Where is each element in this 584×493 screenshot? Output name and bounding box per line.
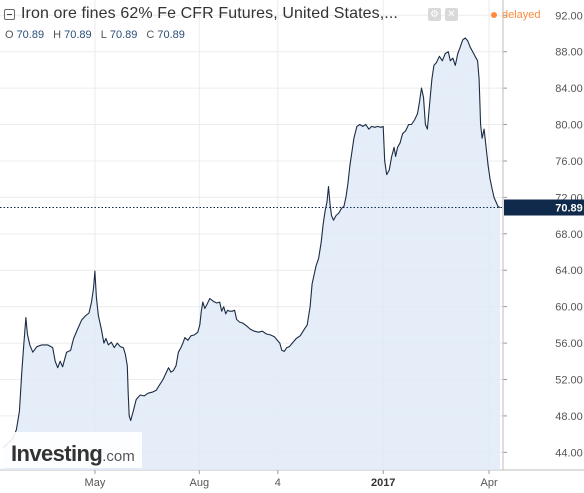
low-key: L xyxy=(100,29,107,41)
delayed-indicator: delayed xyxy=(491,9,541,21)
current-price-tag xyxy=(504,199,584,216)
close-value: 70.89 xyxy=(157,29,185,41)
collapse-button[interactable] xyxy=(4,8,15,20)
x-tick-label: May xyxy=(85,477,106,489)
y-tick-label: 80.00 xyxy=(555,120,583,132)
x-tick-label: 4 xyxy=(275,477,281,489)
settings-icon[interactable]: ⚙ xyxy=(428,8,441,21)
low-value: 70.89 xyxy=(109,29,138,41)
x-tick-label: Aug xyxy=(190,477,210,489)
investing-logo[interactable]: Investing .com xyxy=(11,441,135,467)
open-key: O xyxy=(5,29,14,41)
y-tick-label: 76.00 xyxy=(555,156,583,168)
header-icons: ⚙ ✕ xyxy=(428,8,458,21)
logo-backdrop xyxy=(0,432,142,468)
series-area-fill xyxy=(3,38,500,470)
y-tick-label: 44.00 xyxy=(555,447,583,459)
y-tick-label: 56.00 xyxy=(555,338,583,350)
high-key: H xyxy=(53,29,62,41)
y-tick-label: 68.00 xyxy=(555,229,583,241)
open-value: 70.89 xyxy=(16,29,45,41)
y-tick-label: 92.00 xyxy=(555,10,583,22)
close-key: C xyxy=(146,29,155,41)
chart-header: Iron ore fines 62% Fe CFR Futures, Unite… xyxy=(4,4,398,24)
x-tick-label: Apr xyxy=(481,477,498,489)
y-tick-label: 60.00 xyxy=(555,302,583,314)
logo-suffix: .com xyxy=(102,448,135,465)
y-tick-label: 88.00 xyxy=(555,47,583,59)
high-value: 70.89 xyxy=(64,29,92,41)
y-tick-label: 48.00 xyxy=(555,411,583,423)
series-line[interactable] xyxy=(2,37,501,449)
status-dot-icon xyxy=(491,12,497,18)
y-tick-label: 64.00 xyxy=(555,265,583,277)
instrument-title: Iron ore fines 62% Fe CFR Futures, Unite… xyxy=(21,5,398,22)
y-tick-label: 84.00 xyxy=(555,83,583,95)
current-price-label: 70.89 xyxy=(555,202,583,214)
x-tick-label: 2017 xyxy=(371,477,395,489)
logo-main-text: Investing xyxy=(11,441,103,466)
delayed-label: delayed xyxy=(502,9,541,21)
y-tick-label: 52.00 xyxy=(555,374,583,386)
ohlc-legend: O 70.89 H 70.89 L 70.89 C 70.89 xyxy=(5,29,191,41)
close-icon[interactable]: ✕ xyxy=(445,8,458,21)
